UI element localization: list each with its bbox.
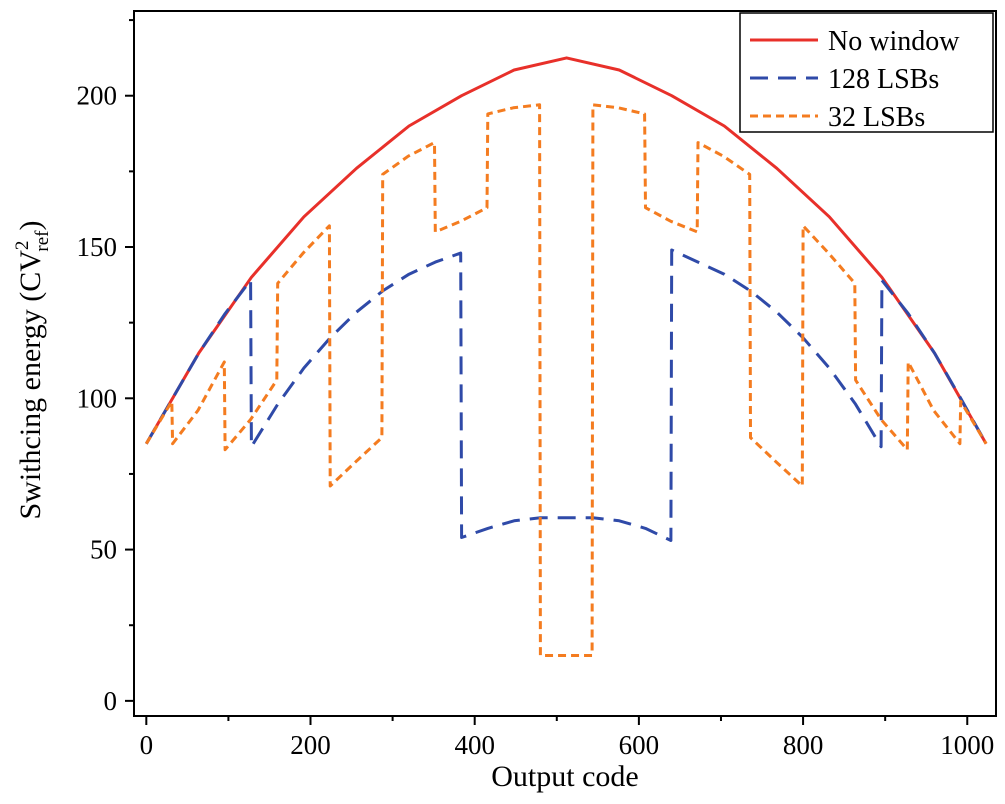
legend-label-32-lsbs: 32 LSBs bbox=[828, 102, 925, 133]
y-axis-title-close: ) bbox=[14, 220, 47, 230]
y-axis-title-sup: 2 bbox=[12, 241, 33, 251]
x-tick-label: 0 bbox=[140, 730, 154, 760]
y-tick-label: 0 bbox=[104, 686, 118, 716]
legend-box bbox=[739, 12, 994, 133]
y-tick-label: 50 bbox=[90, 535, 117, 565]
y-tick-label: 100 bbox=[77, 383, 118, 413]
y-axis-title: Swithcing energy (CV2ref) bbox=[12, 220, 53, 519]
x-tick-label: 200 bbox=[290, 730, 331, 760]
series-line-no-window bbox=[145, 56, 988, 445]
axis-ticks: 0 200 400 600 800 1000 0 50 100 150 200 bbox=[77, 19, 994, 760]
x-tick-label: 400 bbox=[454, 730, 495, 760]
x-tick-label: 1000 bbox=[940, 730, 994, 760]
legend-label-no-window: No window bbox=[828, 26, 960, 57]
legend-label-128-lsbs: 128 LSBs bbox=[828, 64, 939, 95]
series-lines bbox=[145, 56, 988, 657]
y-axis-title-sub: ref bbox=[32, 230, 53, 252]
y-tick-label: 200 bbox=[77, 81, 118, 111]
series-line-32-lsbs bbox=[145, 103, 988, 657]
x-tick-label: 600 bbox=[619, 730, 660, 760]
x-axis-title: Output code bbox=[491, 760, 638, 793]
x-tick-label: 800 bbox=[783, 730, 824, 760]
series-line-128-lsbs bbox=[145, 248, 988, 542]
y-tick-label: 150 bbox=[77, 232, 118, 262]
y-axis-title-main: Swithcing energy (CV bbox=[14, 250, 47, 520]
legend: No window 128 LSBs 32 LSBs bbox=[739, 12, 994, 133]
plot-frame bbox=[133, 10, 997, 717]
